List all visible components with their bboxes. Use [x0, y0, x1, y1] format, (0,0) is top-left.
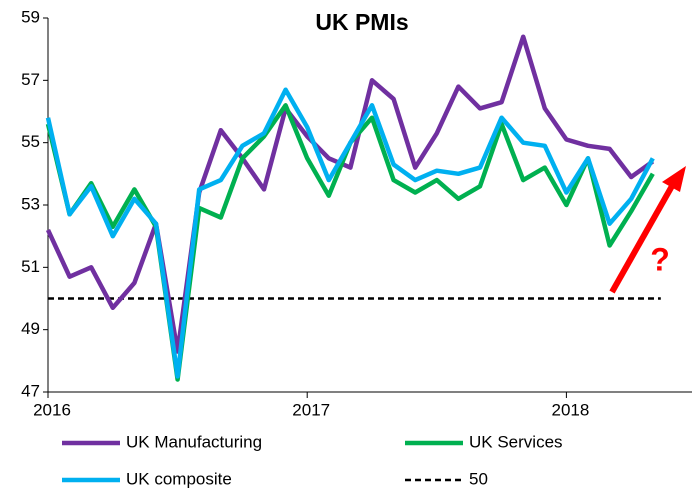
legend-label: 50	[469, 469, 488, 488]
legend-label: UK composite	[126, 469, 232, 488]
x-tick-label: 2016	[33, 400, 71, 419]
legend-label: UK Services	[469, 432, 563, 451]
y-tick-label: 53	[21, 194, 40, 213]
chart-title: UK PMIs	[315, 9, 408, 35]
y-tick-label: 59	[21, 7, 40, 26]
legend-label: UK Manufacturing	[126, 432, 262, 451]
series-line	[45, 87, 655, 379]
series-line	[45, 34, 655, 354]
x-tick-label: 2018	[551, 400, 589, 419]
y-tick-label: 57	[21, 70, 40, 89]
y-tick-label: 49	[21, 319, 40, 338]
y-tick-label: 51	[21, 257, 40, 276]
arrow	[609, 166, 686, 294]
annotation: ?	[650, 241, 670, 277]
y-tick-label: 55	[21, 132, 40, 151]
y-tick-label: 47	[21, 381, 40, 400]
x-tick-label: 2017	[292, 400, 330, 419]
